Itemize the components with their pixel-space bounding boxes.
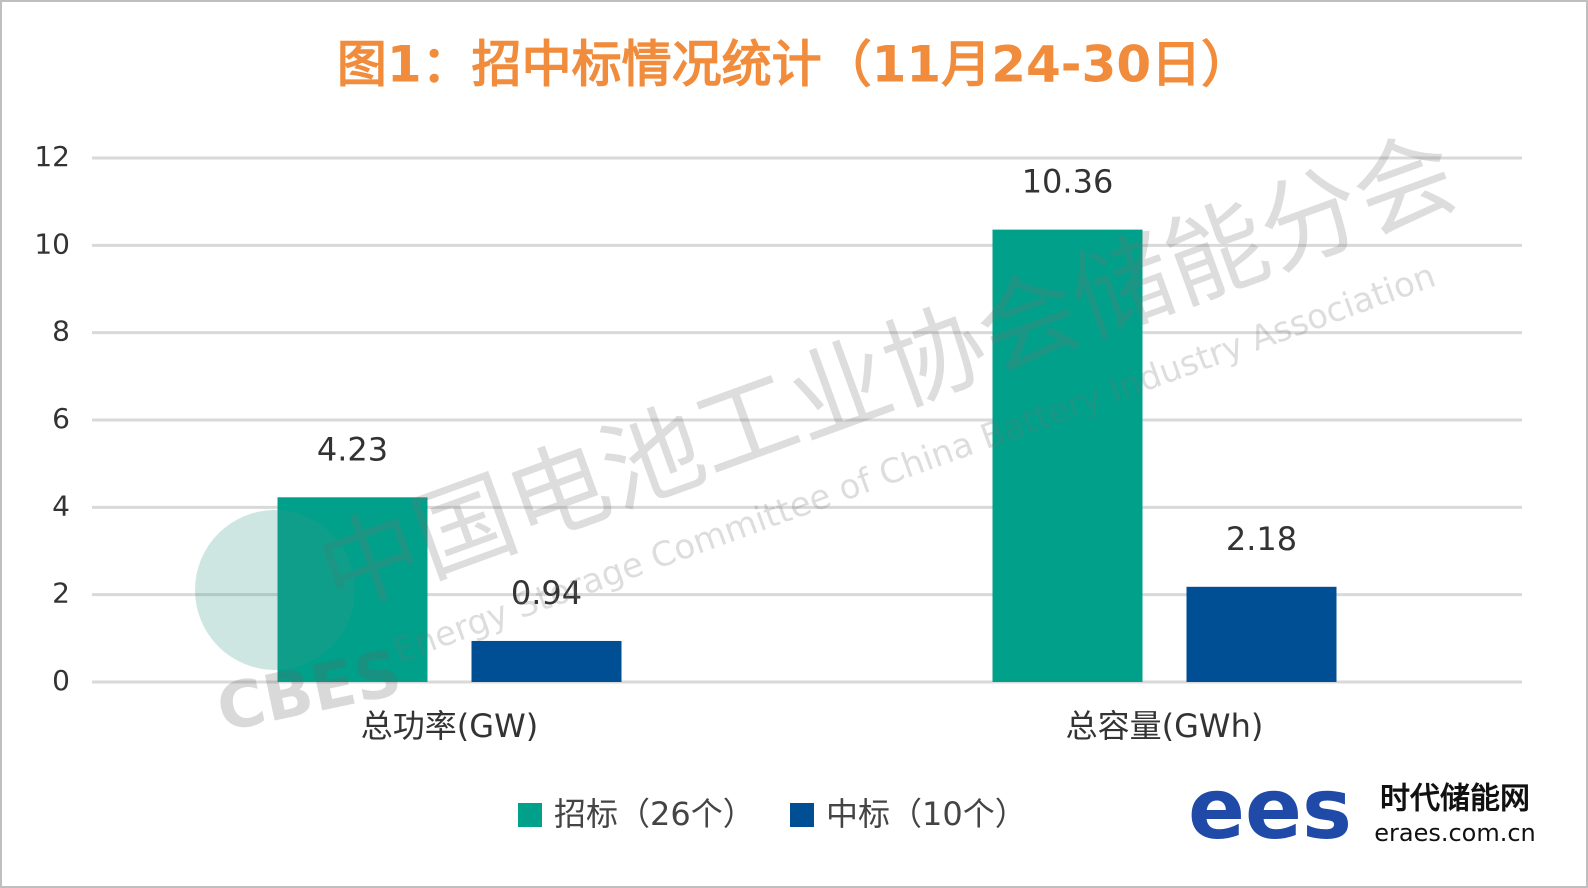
y-tick-label: 6 bbox=[52, 402, 70, 435]
y-tick-label: 12 bbox=[34, 140, 70, 173]
bar bbox=[1186, 586, 1337, 682]
x-tick-label: 总容量(GWh) bbox=[1066, 707, 1264, 745]
y-tick-label: 4 bbox=[52, 489, 70, 522]
y-tick-label: 0 bbox=[52, 664, 70, 697]
bar bbox=[471, 640, 622, 682]
chart-title: 图1：招中标情况统计（11月24-30日） bbox=[337, 36, 1251, 94]
bar bbox=[277, 497, 428, 682]
y-tick-label: 8 bbox=[52, 315, 70, 348]
value-label: 4.23 bbox=[317, 430, 388, 468]
legend-label: 中标（10个） bbox=[826, 795, 1027, 833]
branding: ees 时代储能网 eraes.com.cn bbox=[1188, 760, 1536, 858]
value-label: 10.36 bbox=[1022, 163, 1114, 201]
value-label: 0.94 bbox=[511, 574, 582, 612]
legend-swatch bbox=[790, 803, 814, 827]
brand-name: 时代储能网 bbox=[1380, 782, 1530, 817]
watermark-logo-shape bbox=[195, 510, 355, 670]
brand-url: eraes.com.cn bbox=[1374, 819, 1536, 847]
y-tick-label: 10 bbox=[34, 227, 70, 260]
legend-swatch bbox=[518, 803, 542, 827]
brand-logo: ees bbox=[1188, 760, 1352, 858]
value-label: 2.18 bbox=[1226, 520, 1297, 558]
bar bbox=[992, 229, 1143, 682]
y-tick-label: 2 bbox=[52, 577, 70, 610]
legend-label: 招标（26个） bbox=[554, 795, 755, 833]
x-tick-label: 总功率(GW) bbox=[361, 707, 538, 745]
